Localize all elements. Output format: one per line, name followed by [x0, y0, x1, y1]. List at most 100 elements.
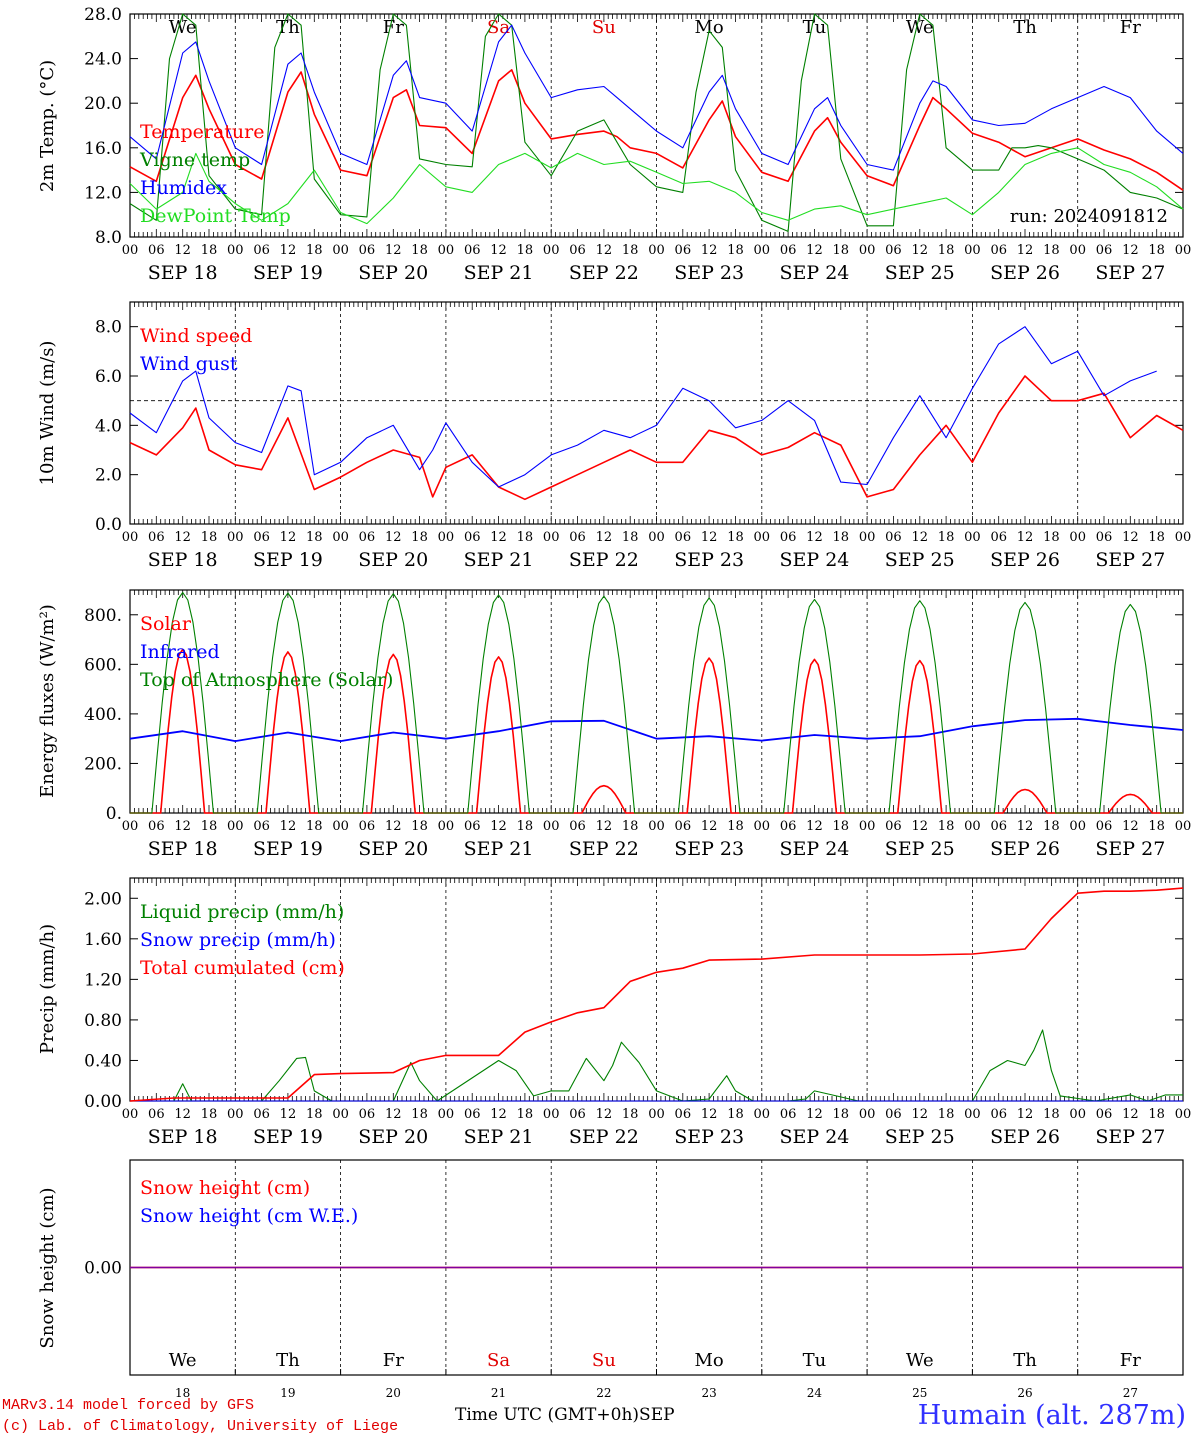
day-label: SEP 22: [569, 549, 639, 571]
hour-tick-label: 06: [253, 530, 270, 545]
hour-tick-label: 06: [885, 1107, 902, 1122]
hour-tick-label: 18: [411, 530, 428, 545]
weekday-label: Sa: [487, 1350, 510, 1371]
series-line-infrared: [129, 717, 1184, 742]
series-line-total-cumulated-cm: [129, 887, 1184, 1102]
legend-entry: Wind speed: [140, 325, 252, 347]
hour-tick-label: 18: [411, 1107, 428, 1122]
hour-tick-label: 12: [385, 530, 402, 545]
hour-tick-label: 18: [411, 819, 428, 834]
day-number-label: 22: [596, 1386, 611, 1400]
hour-tick-label: 12: [1122, 1107, 1139, 1122]
day-number-label: 24: [807, 1386, 823, 1400]
hour-tick-label: 12: [701, 530, 718, 545]
day-label: SEP 25: [885, 262, 955, 284]
hour-tick-label: 18: [1148, 819, 1165, 834]
hour-tick-label: 06: [885, 819, 902, 834]
hour-tick-label: 00: [438, 819, 455, 834]
station-title: Humain (alt. 287m): [917, 1400, 1186, 1431]
hour-tick-label: 06: [675, 243, 692, 258]
hour-tick-label: 00: [754, 243, 771, 258]
hour-tick-label: 06: [464, 819, 481, 834]
hour-tick-label: 12: [596, 243, 613, 258]
copyright-note: (c) Lab. of Climatology, University of L…: [2, 1418, 399, 1435]
hour-tick-label: 12: [385, 1107, 402, 1122]
day-label: SEP 20: [358, 549, 428, 571]
hour-tick-label: 12: [280, 1107, 297, 1122]
hour-tick-label: 18: [622, 243, 639, 258]
day-label: SEP 25: [885, 838, 955, 860]
y-tick-label: 24.0: [84, 50, 122, 70]
hour-tick-label: 06: [885, 530, 902, 545]
legend-entry: Solar: [140, 613, 192, 635]
hour-tick-label: 12: [490, 243, 507, 258]
hour-tick-label: 18: [938, 530, 955, 545]
hour-tick-label: 00: [332, 819, 349, 834]
hour-tick-label: 00: [859, 530, 876, 545]
weekday-label: Fr: [383, 17, 404, 38]
hour-tick-label: 00: [648, 243, 665, 258]
hour-tick-label: 06: [253, 243, 270, 258]
hour-tick-label: 06: [253, 1107, 270, 1122]
day-label: SEP 27: [1095, 1126, 1165, 1148]
y-tick-label: 0.: [106, 804, 122, 824]
hour-tick-label: 12: [911, 1107, 928, 1122]
hour-tick-label: 06: [675, 819, 692, 834]
day-label: SEP 22: [569, 262, 639, 284]
y-tick-label: 800.: [84, 606, 122, 626]
day-label: SEP 18: [148, 262, 218, 284]
hour-tick-label: 18: [938, 819, 955, 834]
day-label: SEP 22: [569, 1126, 639, 1148]
hour-tick-label: 06: [990, 530, 1007, 545]
day-number-label: 26: [1017, 1386, 1032, 1400]
hour-tick-label: 12: [385, 819, 402, 834]
legend-entry: Wind gust: [140, 353, 238, 375]
day-label: SEP 26: [990, 549, 1060, 571]
plot-frame: [129, 589, 1184, 814]
hour-tick-label: 18: [727, 1107, 744, 1122]
hour-tick-label: 18: [833, 243, 850, 258]
hour-ticks-bottom: [129, 805, 1184, 813]
weekday-label: Su: [592, 1350, 616, 1371]
y-tick-label: 16.0: [84, 139, 122, 159]
hour-tick-label: 18: [517, 819, 534, 834]
hour-tick-label: 12: [385, 243, 402, 258]
series-line-dewpoint-temp: [129, 147, 1184, 225]
hour-tick-label: 12: [911, 243, 928, 258]
day-label: SEP 21: [464, 549, 534, 571]
weekday-label: We: [906, 17, 934, 38]
hour-tick-label: 18: [411, 243, 428, 258]
hour-tick-label: 12: [1017, 819, 1034, 834]
hour-tick-label: 06: [780, 1107, 797, 1122]
hour-tick-label: 00: [543, 243, 560, 258]
hour-tick-label: 00: [859, 819, 876, 834]
day-label: SEP 18: [148, 549, 218, 571]
hour-tick-label: 00: [438, 243, 455, 258]
y-tick-label: 12.0: [84, 183, 122, 203]
hour-tick-label: 00: [438, 530, 455, 545]
hour-tick-label: 12: [911, 530, 928, 545]
legend-entry: Snow height (cm): [140, 1177, 310, 1199]
hour-tick-label: 00: [1175, 819, 1192, 834]
hour-tick-label: 12: [911, 819, 928, 834]
hour-tick-label: 00: [648, 819, 665, 834]
hour-tick-label: 12: [1122, 819, 1139, 834]
hour-tick-label: 18: [938, 1107, 955, 1122]
weekday-label: Th: [276, 1350, 300, 1371]
hour-tick-label: 06: [780, 243, 797, 258]
y-tick-label: 6.0: [95, 367, 122, 387]
hour-tick-label: 00: [543, 1107, 560, 1122]
panel-5: 18 19 20 21 22 23 24 25 26 27 We Th Fr Sa Su Mo Tu We Th Fr…: [37, 1159, 1184, 1400]
hour-tick-label: 00: [332, 243, 349, 258]
weekday-label: We: [169, 17, 197, 38]
series-line-wind-gust: [129, 326, 1157, 488]
hour-tick-label: 06: [885, 243, 902, 258]
day-label: SEP 23: [674, 1126, 744, 1148]
hour-tick-label: 06: [148, 243, 165, 258]
day-label: SEP 27: [1095, 549, 1165, 571]
hour-tick-label: 12: [596, 1107, 613, 1122]
time-axis-label: Time UTC (GMT+0h)SEP: [455, 1405, 675, 1425]
y-tick-label: 0.80: [84, 1011, 122, 1031]
hour-tick-label: 12: [701, 819, 718, 834]
hour-tick-label: 06: [359, 243, 376, 258]
